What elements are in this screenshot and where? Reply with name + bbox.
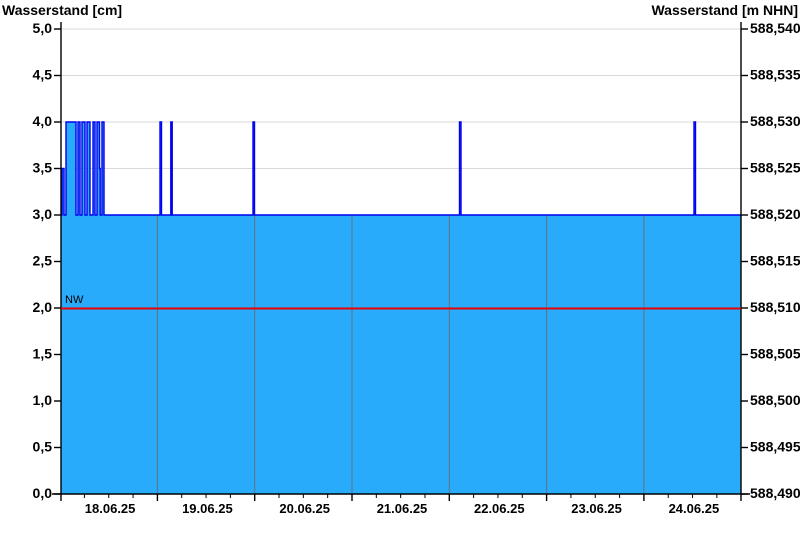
svg-text:588,540: 588,540 (750, 20, 800, 36)
svg-text:1,0: 1,0 (33, 392, 53, 408)
svg-text:3,0: 3,0 (33, 206, 53, 222)
svg-text:22.06.25: 22.06.25 (474, 501, 525, 516)
svg-text:3,5: 3,5 (33, 160, 53, 176)
svg-text:588,505: 588,505 (750, 346, 800, 362)
svg-text:588,495: 588,495 (750, 439, 800, 455)
svg-text:23.06.25: 23.06.25 (571, 501, 622, 516)
svg-text:588,520: 588,520 (750, 206, 800, 222)
svg-text:588,490: 588,490 (750, 485, 800, 501)
svg-text:18.06.25: 18.06.25 (85, 501, 136, 516)
svg-text:24.06.25: 24.06.25 (669, 501, 720, 516)
svg-text:20.06.25: 20.06.25 (279, 501, 330, 516)
svg-text:588,530: 588,530 (750, 113, 800, 129)
svg-text:19.06.25: 19.06.25 (182, 501, 233, 516)
svg-text:588,500: 588,500 (750, 392, 800, 408)
svg-text:0,0: 0,0 (33, 485, 53, 501)
svg-text:1,5: 1,5 (33, 346, 53, 362)
svg-text:588,510: 588,510 (750, 299, 800, 315)
svg-text:4,0: 4,0 (33, 113, 53, 129)
svg-text:588,515: 588,515 (750, 253, 800, 269)
svg-text:588,535: 588,535 (750, 67, 800, 83)
svg-text:5,0: 5,0 (33, 20, 53, 36)
svg-text:588,525: 588,525 (750, 160, 800, 176)
svg-text:0,5: 0,5 (33, 439, 53, 455)
svg-text:21.06.25: 21.06.25 (377, 501, 428, 516)
svg-text:2,5: 2,5 (33, 253, 53, 269)
svg-text:2,0: 2,0 (33, 299, 53, 315)
svg-text:NW: NW (65, 294, 84, 306)
svg-text:4,5: 4,5 (33, 67, 53, 83)
